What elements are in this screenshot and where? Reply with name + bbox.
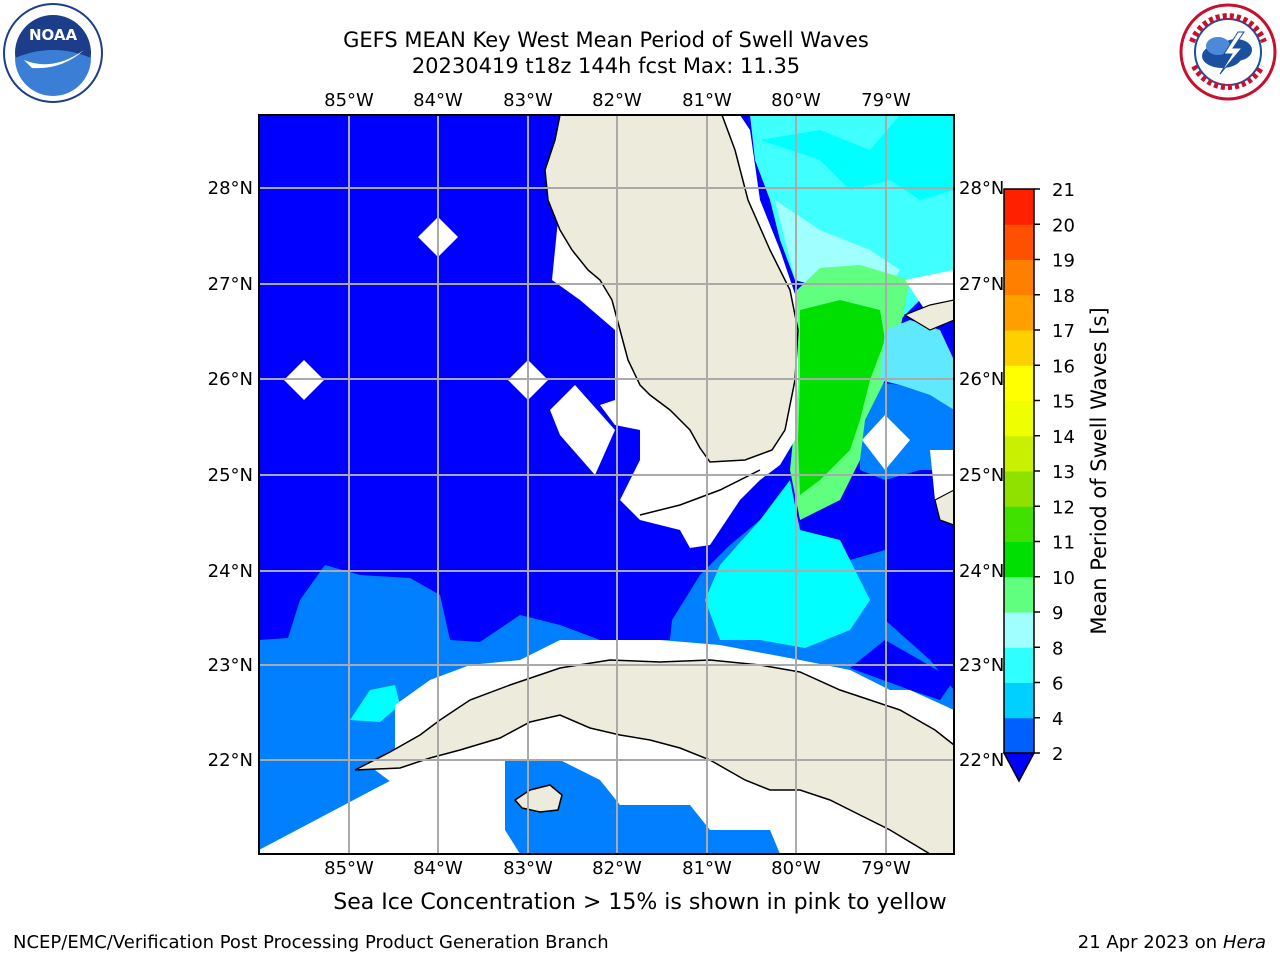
- lat-label-left: 28°N: [208, 178, 253, 199]
- lon-label-top: 79°W: [861, 90, 911, 111]
- colorbar-segment: [1004, 189, 1034, 225]
- lat-label-right: 26°N: [959, 369, 1004, 390]
- colorbar-tick-label: 20: [1052, 215, 1075, 236]
- gridlines: [259, 115, 954, 854]
- lon-label-bottom: 80°W: [771, 858, 821, 879]
- lon-label-bottom: 82°W: [592, 858, 642, 879]
- swell-contour-4-6-cuba: [350, 685, 400, 722]
- lat-label-left: 25°N: [208, 465, 253, 486]
- colorbar-segment: [1004, 330, 1034, 366]
- colorbar-tick-label: 18: [1052, 286, 1075, 307]
- nws-logo-icon: [1179, 3, 1277, 101]
- credit-text: NCEP/EMC/Verification Post Processing Pr…: [13, 932, 609, 953]
- lon-label-top: 83°W: [503, 90, 553, 111]
- lat-label-left: 24°N: [208, 561, 253, 582]
- swell-contour-4-6: [705, 480, 870, 648]
- lat-label-right: 23°N: [959, 655, 1004, 676]
- colorbar-tick-label: 17: [1052, 321, 1075, 342]
- map-frame: [258, 114, 955, 855]
- colorbar-segment: [1004, 400, 1034, 437]
- lon-label-top: 85°W: [324, 90, 374, 111]
- colorbar-segment: [1004, 647, 1034, 683]
- noaa-logo-text: NOAA: [29, 26, 78, 44]
- noaa-logo-icon: NOAA: [3, 3, 103, 103]
- chart-title: GEFS MEAN Key West Mean Period of Swell …: [343, 28, 869, 52]
- colorbar: 2 4 6 8 9 10 11 12 13 14 15 16 17 18 19 20 21: [1002, 180, 1075, 783]
- sea-ice-caption: Sea Ice Concentration > 15% is shown in …: [333, 890, 947, 915]
- colorbar-segment: [1004, 259, 1034, 296]
- colorbar-tick-label: 4: [1052, 709, 1063, 730]
- colorbar-segment: [1004, 576, 1034, 613]
- colorbar-label: Mean Period of Swell Waves [s]: [1087, 307, 1111, 634]
- lon-label-bottom: 85°W: [324, 858, 374, 879]
- colorbar-tick-label: 2: [1052, 744, 1063, 765]
- lon-label-top: 84°W: [413, 90, 463, 111]
- colorbar-segment: [1004, 471, 1034, 507]
- colorbar-tick-label: 13: [1052, 462, 1075, 483]
- colorbar-tick-label: 14: [1052, 427, 1075, 448]
- colorbar-extend: [1002, 752, 1036, 783]
- colorbar-segment: [1004, 506, 1034, 542]
- colorbar-segment: [1004, 435, 1034, 472]
- lon-label-bottom: 83°W: [503, 858, 553, 879]
- swell-contour-10-11: [798, 300, 885, 495]
- colorbar-tick-label: 9: [1052, 603, 1063, 624]
- run-date-text: 21 Apr 2023 on: [1077, 932, 1218, 953]
- lat-label-right: 22°N: [959, 750, 1004, 771]
- lat-label-right: 27°N: [959, 274, 1004, 295]
- lon-label-bottom: 81°W: [682, 858, 732, 879]
- colorbar-tick-label: 10: [1052, 568, 1075, 589]
- lat-label-right: 28°N: [959, 178, 1004, 199]
- lon-label-top: 80°W: [771, 90, 821, 111]
- cuba-land: [354, 659, 954, 854]
- lon-label-bottom: 84°W: [413, 858, 463, 879]
- lat-label-left: 26°N: [208, 369, 253, 390]
- colorbar-segment: [1004, 541, 1034, 578]
- run-date: 21 Apr 2023 on Hera: [1078, 932, 1266, 953]
- lat-label-right: 24°N: [959, 561, 1004, 582]
- colorbar-tick-label: 15: [1052, 392, 1075, 413]
- colorbar-tick-label: 11: [1052, 533, 1075, 554]
- colorbar-segment: [1004, 612, 1034, 648]
- chart-subtitle: 20230419 t18z 144h fcst Max: 11.35: [411, 54, 801, 78]
- colorbar-tick-label: 8: [1052, 638, 1063, 659]
- colorbar-segment: [1004, 365, 1034, 401]
- colorbar-tick-label: 21: [1052, 180, 1075, 201]
- colorbar-segment: [1004, 224, 1034, 260]
- colorbar-tick-label: 6: [1052, 674, 1063, 695]
- lon-label-top: 82°W: [592, 90, 642, 111]
- colorbar-tick-label: 12: [1052, 497, 1075, 518]
- lat-label-left: 23°N: [208, 655, 253, 676]
- lat-label-left: 27°N: [208, 274, 253, 295]
- lat-label-right: 25°N: [959, 465, 1004, 486]
- colorbar-tick-label: 16: [1052, 356, 1075, 377]
- lat-label-left: 22°N: [208, 750, 253, 771]
- florida-land: [544, 115, 799, 463]
- lon-label-bottom: 79°W: [861, 858, 911, 879]
- colorbar-segment: [1004, 682, 1034, 719]
- colorbar-segment: [1004, 294, 1034, 331]
- colorbar-segment: [1004, 717, 1034, 754]
- colorbar-tick-label: 19: [1052, 251, 1075, 272]
- host-name: Hera: [1222, 932, 1266, 953]
- lon-label-top: 81°W: [682, 90, 732, 111]
